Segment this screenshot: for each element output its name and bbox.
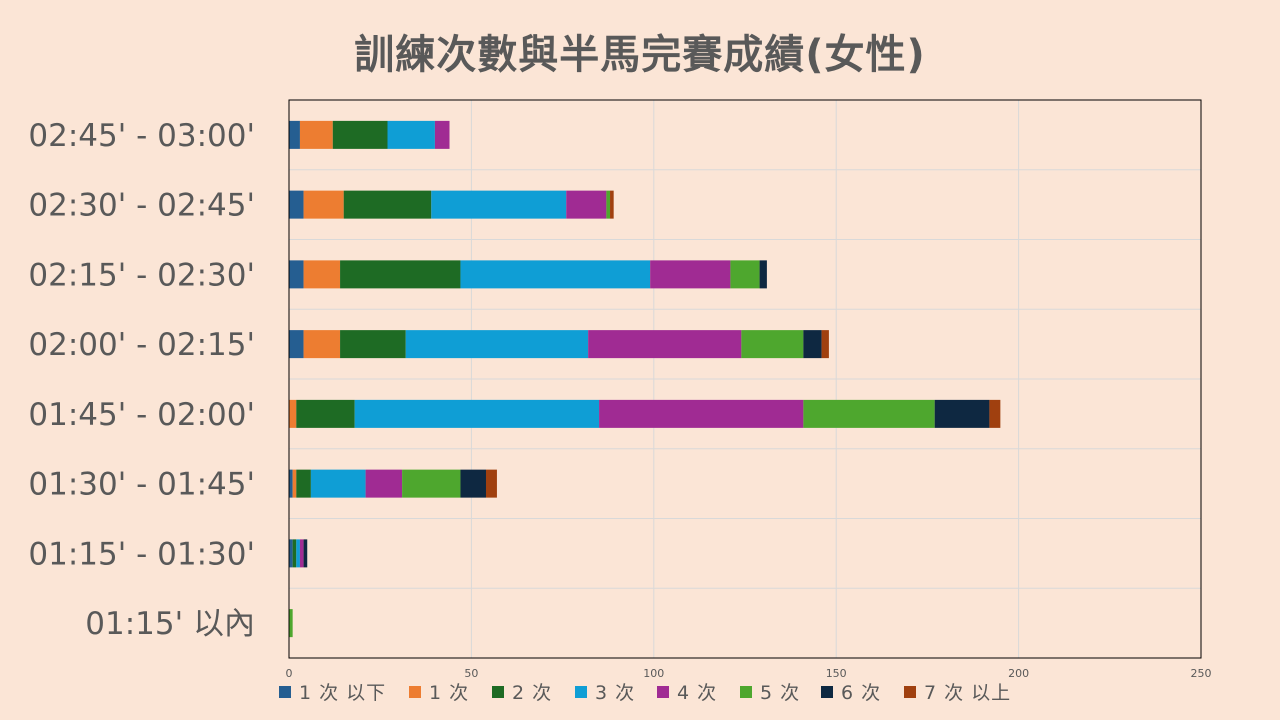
bar-segment [289,260,304,289]
x-tick-label: 150 [826,667,847,680]
bar-segment [289,609,293,638]
legend-swatch [492,686,504,698]
bar-segment [296,469,311,498]
bar-segment [340,260,461,289]
bar-segment [354,399,600,428]
bar-segment [299,539,304,568]
bar-segment [340,330,406,359]
legend-swatch [657,686,669,698]
bar-segment [821,330,829,359]
bar-segment [402,469,461,498]
bar-segment [610,190,614,219]
bar-segment [299,120,333,149]
legend-label: 3 次 [595,682,635,704]
bar-segment [310,469,366,498]
bar-segment [588,330,742,359]
category-label: 02:45' - 03:00' [28,118,255,154]
legend-swatch [409,686,421,698]
x-tick-label: 0 [286,667,293,680]
bar-segment [730,260,760,289]
bar-segment [296,539,300,568]
x-tick-label: 100 [643,667,664,680]
x-tick-labels: 0 50 100 150 200 250 [286,667,1212,680]
chart-title: 訓練次數與半馬完賽成績(女性) [354,32,926,78]
bar-segment [289,469,293,498]
bar-segment [303,260,341,289]
legend-label: 1 次 [429,682,469,704]
legend-label: 1 次 以下 [299,682,386,704]
legend-label: 6 次 [841,682,881,704]
bar-segment [434,120,450,149]
category-label: 01:15' - 01:30' [28,536,255,572]
bar-segment [741,330,804,359]
legend-label: 5 次 [760,682,800,704]
bar-segment [289,539,293,568]
bar-segment [803,399,935,428]
bar-segment [460,469,486,498]
x-tick-label: 200 [1008,667,1029,680]
category-label: 01:15' 以內 [85,606,255,642]
bar-segment [289,330,304,359]
bar-segment [292,539,297,568]
bar-segment [289,190,304,219]
category-label: 01:45' - 02:00' [28,397,255,433]
legend-swatch [821,686,833,698]
bars [289,120,1001,638]
bar-segment [303,190,344,219]
bar-segment [303,330,341,359]
category-label: 02:15' - 02:30' [28,257,255,293]
bar-segment [650,260,731,289]
legend-swatch [575,686,587,698]
legend-label: 4 次 [677,682,717,704]
bar-segment [289,120,300,149]
bar-segment [387,120,435,149]
legend: 1 次 以下 1 次 2 次 3 次 4 次 5 次 6 次 7 次 以上 [279,682,1011,704]
grid-lines [288,100,1202,658]
bar-segment [405,330,589,359]
bar-segment [343,190,432,219]
x-tick-label: 50 [464,667,478,680]
category-labels: 02:45' - 03:00' 02:30' - 02:45' 02:15' - 0… [28,118,255,642]
legend-swatch [904,686,916,698]
plot-area-frame [288,99,1202,659]
category-label: 02:30' - 02:45' [28,188,255,224]
bar-segment [759,260,767,289]
bar-segment [934,399,990,428]
x-tick-label: 250 [1191,667,1212,680]
legend-swatch [740,686,752,698]
legend-label: 7 次 以上 [924,682,1011,704]
bar-segment [460,260,651,289]
legend-label: 2 次 [512,682,552,704]
category-label: 01:30' - 01:45' [28,467,255,503]
bar-segment [365,469,403,498]
legend-swatch [279,686,291,698]
bar-segment [606,190,611,219]
bar-segment [803,330,822,359]
bar-segment [566,190,607,219]
bar-segment [599,399,804,428]
bar-segment [485,469,497,498]
bar-segment [332,120,388,149]
bar-segment [431,190,567,219]
bar-segment [303,539,308,568]
bar-segment [289,399,297,428]
bar-segment [989,399,1001,428]
category-label: 02:00' - 02:15' [28,327,255,363]
bar-segment [292,469,297,498]
bar-segment [296,399,355,428]
